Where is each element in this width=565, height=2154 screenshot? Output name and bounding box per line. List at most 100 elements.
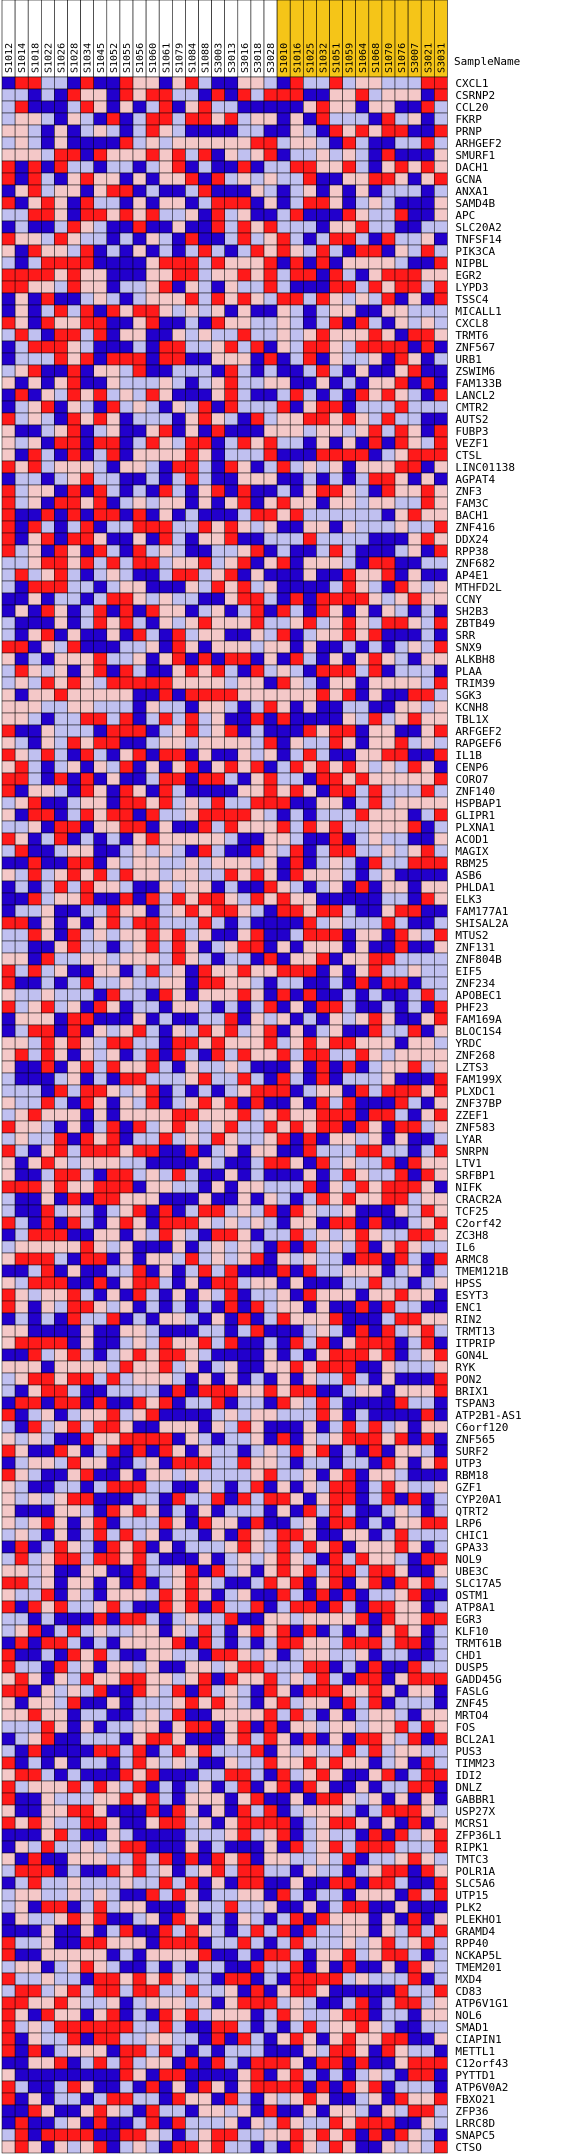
heatmap-cell: [289, 1000, 304, 1014]
heatmap-cell: [407, 1564, 422, 1578]
heatmap-cell: [119, 784, 134, 798]
heatmap-cell: [106, 316, 121, 330]
heatmap-cell: [250, 484, 265, 498]
heatmap-cell: [368, 1216, 383, 1230]
heatmap-cell: [198, 1684, 212, 1698]
heatmap-cell: [434, 400, 448, 414]
heatmap-cell: [41, 712, 55, 726]
heatmap-cell: [185, 1792, 199, 1806]
heatmap-cell: [1, 1324, 16, 1338]
heatmap-cell: [316, 1420, 330, 1434]
heatmap-cell: [368, 1108, 383, 1122]
heatmap-cell: [276, 508, 291, 522]
heatmap-cell: [394, 688, 409, 702]
heatmap-cell: [93, 1588, 108, 1602]
heatmap-cell: [342, 712, 356, 726]
heatmap-cell: [289, 568, 304, 582]
heatmap-cell: [394, 1660, 409, 1674]
heatmap-cell: [132, 1288, 147, 1302]
heatmap-cell: [211, 232, 225, 246]
heatmap-cell: [381, 556, 396, 570]
heatmap-cell: [289, 1708, 304, 1722]
heatmap-cell: [106, 88, 121, 102]
heatmap-cell: [420, 88, 435, 102]
heatmap-cell: [80, 1696, 94, 1710]
heatmap-cell: [41, 700, 55, 714]
heatmap-cell: [172, 1084, 186, 1098]
heatmap-cell: [93, 1792, 108, 1806]
heatmap-cell: [132, 1264, 147, 1278]
heatmap-cell: [276, 1252, 291, 1266]
heatmap-cell: [342, 880, 356, 894]
heatmap-cell: [211, 1468, 225, 1482]
heatmap-cell: [329, 1720, 343, 1734]
heatmap-cell: [172, 868, 186, 882]
heatmap-cell: [1, 340, 16, 354]
heatmap-cell: [316, 1228, 330, 1242]
heatmap-cell: [355, 1540, 370, 1554]
heatmap-cell: [237, 544, 252, 558]
heatmap-cell: [54, 1348, 68, 1362]
heatmap-cell: [145, 916, 160, 930]
heatmap-cell: [106, 1552, 121, 1566]
heatmap-cell: [211, 568, 225, 582]
heatmap-cell: [80, 1504, 94, 1518]
heatmap-cell: [381, 1204, 396, 1218]
heatmap-cell: [303, 844, 317, 858]
heatmap-cell: [303, 1024, 317, 1038]
heatmap-cell: [54, 172, 68, 186]
heatmap-cell: [145, 280, 160, 294]
heatmap-cell: [1, 892, 16, 906]
heatmap-cell: [132, 1576, 147, 1590]
heatmap-cell: [368, 676, 383, 690]
heatmap-cell: [27, 1228, 42, 1242]
heatmap-cell: [368, 832, 383, 846]
heatmap-cell: [276, 148, 291, 162]
heatmap-cell: [1, 1636, 16, 1650]
heatmap-cell: [1, 1204, 16, 1218]
heatmap-cell: [434, 172, 448, 186]
heatmap-cell: [276, 1192, 291, 1206]
heatmap-cell: [185, 1576, 199, 1590]
heatmap-cell: [329, 904, 343, 918]
heatmap-cell: [145, 1120, 160, 1134]
heatmap-cell: [394, 1372, 409, 1386]
heatmap-cell: [381, 376, 396, 390]
heatmap-cell: [198, 184, 212, 198]
heatmap-cell: [185, 304, 199, 318]
heatmap-cell: [14, 1660, 29, 1674]
heatmap-cell: [381, 1360, 396, 1374]
heatmap-cell: [237, 1072, 252, 1086]
heatmap-cell: [303, 796, 317, 810]
heatmap-cell: [14, 1036, 29, 1050]
heatmap-cell: [434, 160, 448, 174]
heatmap-cell: [1, 352, 16, 366]
heatmap-cell: [132, 844, 147, 858]
heatmap-cell: [67, 1684, 81, 1698]
heatmap-cell: [368, 196, 383, 210]
heatmap-cell: [316, 748, 330, 762]
heatmap-cell: [185, 364, 199, 378]
heatmap-cell: [434, 1648, 448, 1662]
heatmap-cell: [381, 1672, 396, 1686]
heatmap-cell: [211, 1396, 225, 1410]
heatmap-cell: [198, 196, 212, 210]
heatmap-cell: [316, 1144, 330, 1158]
heatmap-cell: [329, 856, 343, 870]
heatmap-cell: [263, 1720, 278, 1734]
heatmap-cell: [198, 1024, 212, 1038]
heatmap-cell: [132, 1528, 147, 1542]
heatmap-cell: [342, 460, 356, 474]
heatmap-cell: [276, 472, 291, 486]
heatmap-cell: [80, 1540, 94, 1554]
heatmap-cell: [237, 184, 252, 198]
heatmap-cell: [407, 1048, 422, 1062]
heatmap-cell: [434, 772, 448, 786]
heatmap-cell: [407, 1552, 422, 1566]
heatmap-cell: [14, 328, 29, 342]
heatmap-cell: [1, 1516, 16, 1530]
heatmap-cell: [67, 1576, 81, 1590]
heatmap-cell: [93, 1660, 108, 1674]
heatmap-cell: [434, 268, 448, 282]
heatmap-cell: [434, 1660, 448, 1674]
